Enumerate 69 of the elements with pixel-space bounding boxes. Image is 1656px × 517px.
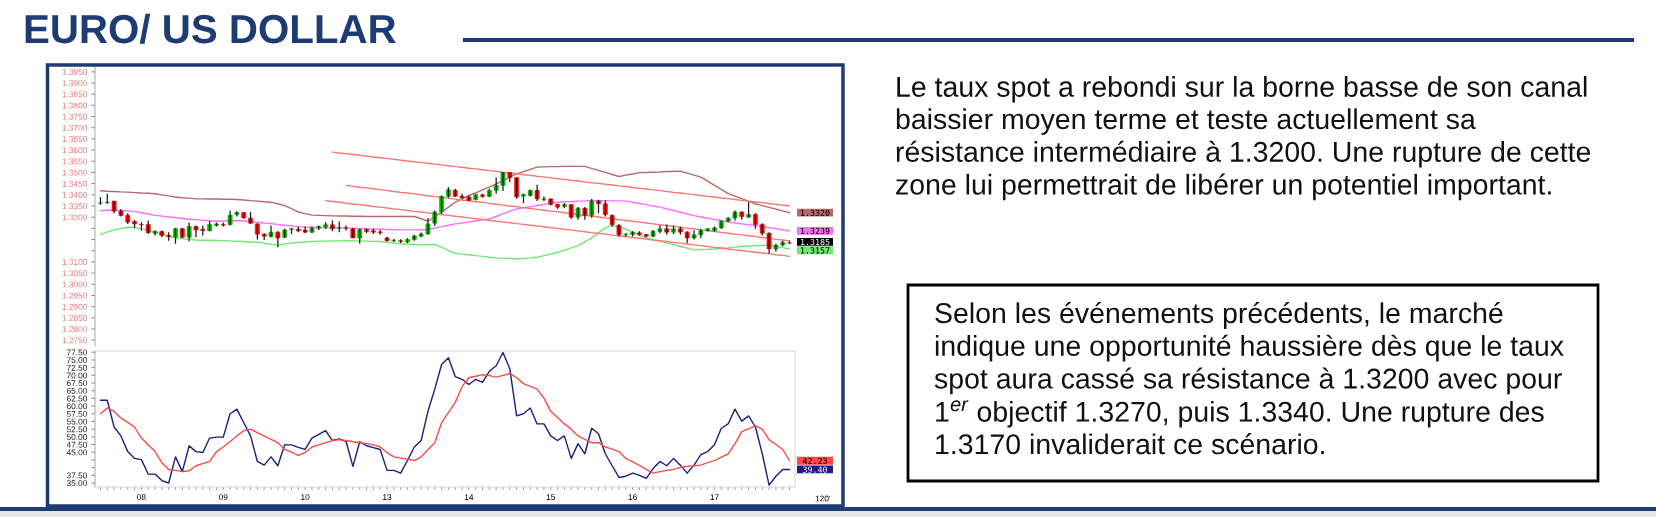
candlestick [384, 236, 390, 243]
x-tick-label: 13 [383, 494, 392, 501]
data-label: 42.23 [802, 457, 827, 465]
y-tick-label: 72.50 [66, 364, 88, 371]
data-label: 1.3239 [800, 227, 830, 235]
y-tick-label: 1.3300 [62, 214, 88, 221]
y-tick-label: 47.50 [66, 441, 88, 448]
y-tick-label: 1.3050 [62, 270, 88, 277]
line-series [99, 351, 791, 486]
y-tick-label: 1.3650 [62, 136, 88, 143]
candlestick [186, 221, 192, 242]
y-tick-label: 62.50 [66, 395, 88, 402]
y-tick-label: 57.50 [66, 410, 88, 417]
y-tick-label: 45.00 [66, 449, 88, 456]
data-label: 1.3157 [800, 247, 830, 254]
x-tick-label: 08 [137, 494, 146, 501]
y-tick-label: 52.50 [66, 426, 88, 433]
y-tick-label: 75.00 [66, 357, 88, 364]
candlestick [637, 230, 642, 237]
y-tick-label: 1.3700 [62, 124, 88, 131]
data-label: 39.40 [803, 466, 827, 473]
y-tick-label: 1.3350 [62, 203, 88, 210]
y-tick-label: 1.3100 [62, 259, 88, 266]
candlestick [234, 210, 240, 218]
text: 120' [815, 495, 831, 502]
line-series [99, 372, 791, 474]
y-tick-label: 1.3400 [62, 192, 88, 198]
text: Selon les événements précédents, le marché indique une opportunité haussière dès que le taux spot aura cassé sa résistance à 1.3200 avec pour 1$^{er}$ objectif 1.3270, puis 1.3340. Une rupture des 1.3170 invaliderait ce scénario. [934, 302, 1564, 455]
y-tick-label: 1.2800 [62, 326, 88, 333]
text: Le taux spot a rebondi sur la borne basse de son canal baissier moyen terme et teste actuellement sa résistance intermédiaire à 1.3200. Une rupture de cette zone lui permettrait de libérer un potentiel important. [896, 76, 1591, 201]
y-tick-label: 55.00 [66, 418, 88, 425]
y-tick-label: 1.3550 [62, 158, 88, 165]
candlestick [589, 198, 595, 219]
y-tick-label: 1.2750 [62, 337, 88, 344]
x-tick-label: 10 [301, 494, 310, 501]
x-tick-label: 14 [464, 494, 474, 500]
y-tick-label: 1.3800 [62, 102, 88, 109]
x-tick-label: 09 [218, 494, 228, 501]
y-tick-label: 60.00 [66, 403, 88, 410]
y-tick-label: 50.00 [66, 434, 88, 440]
x-tick-label: 16 [628, 494, 637, 501]
y-tick-label: 37.50 [66, 472, 88, 479]
line-series [331, 151, 791, 207]
y-tick-label: 1.2850 [62, 315, 88, 321]
text: 1.3185 [800, 238, 830, 246]
y-tick-label: 1.3500 [62, 169, 88, 176]
x-tick-label: 15 [546, 494, 556, 501]
y-tick-label: 67.50 [66, 380, 88, 387]
candlestick [152, 229, 158, 237]
data-label: 1.3320 [800, 209, 830, 217]
candlestick [541, 195, 547, 202]
y-tick-label: 1.3600 [62, 147, 88, 154]
line-series [99, 224, 791, 260]
candlestick [398, 238, 404, 244]
y-tick-label: 70.00 [66, 372, 88, 379]
y-tick-label: 65.00 [66, 387, 88, 394]
line-series [324, 199, 791, 258]
chart-title: EURO/ US DOLLAR [25, 13, 396, 44]
y-tick-label: 1.3450 [62, 180, 88, 187]
y-tick-label: 1.2900 [62, 303, 88, 310]
y-tick-label: 77.50 [66, 349, 88, 356]
x-tick-label: 17 [710, 494, 719, 500]
y-tick-label: 1.3000 [62, 281, 88, 288]
y-tick-label: 1.3900 [62, 80, 88, 87]
y-tick-label: 1.3750 [62, 113, 88, 120]
y-tick-label: 35.00 [66, 480, 88, 487]
y-tick-label: 1.2950 [62, 292, 88, 299]
y-tick-label: 1.3950 [62, 69, 88, 75]
y-tick-label: 1.3850 [62, 91, 88, 98]
